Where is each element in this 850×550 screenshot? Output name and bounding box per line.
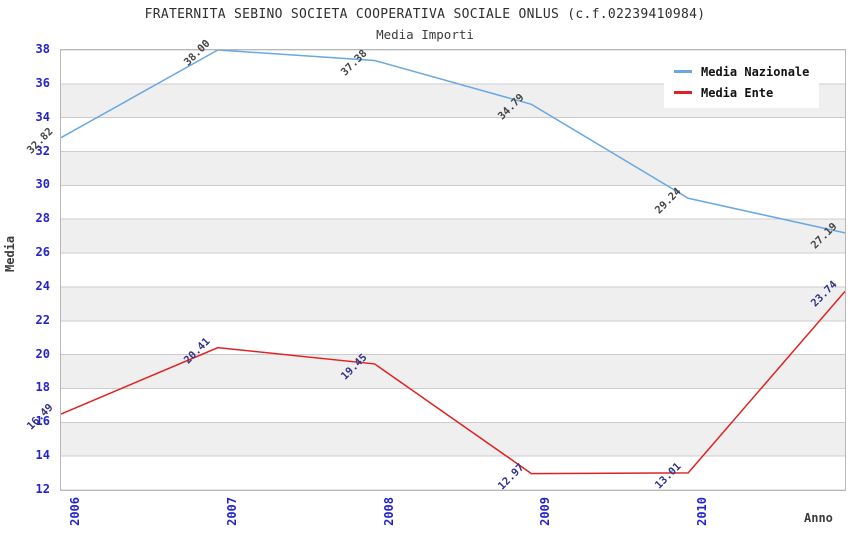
y-tick-label: 38 (35, 42, 50, 56)
y-tick-label: 32 (35, 143, 50, 158)
series-line-media-nazionale (61, 50, 845, 234)
plot-band (61, 456, 845, 490)
y-tick-label: 30 (35, 177, 50, 192)
y-tick-label: 28 (35, 211, 50, 226)
legend-item-label: Media Nazionale (701, 64, 810, 79)
series-line-media-ente (61, 290, 845, 475)
plot-band (61, 117, 845, 152)
legend-swatch-icon (674, 70, 692, 73)
y-axis-title: Media (3, 235, 17, 272)
plot-band (61, 219, 845, 254)
legend-item-media-nazionale: Media Nazionale (674, 61, 809, 82)
legend-item-label: Media Ente (701, 85, 774, 100)
x-tick-label: 2008 (381, 497, 396, 526)
x-tick-label: 2006 (68, 497, 82, 526)
chart-subtitle: Media Importi (376, 27, 474, 42)
x-tick-label: 2009 (538, 497, 553, 526)
plot-svg (61, 50, 845, 490)
y-tick-label: 24 (35, 278, 50, 293)
legend-swatch-icon (674, 91, 692, 94)
x-tick-label: 2007 (224, 497, 239, 526)
y-tick-label: 12 (35, 482, 50, 496)
y-tick-label: 36 (35, 75, 50, 90)
x-tick-label: 2010 (695, 497, 710, 526)
plot-band (61, 286, 845, 321)
y-tick-label: 26 (35, 245, 50, 260)
plot-band (61, 151, 845, 186)
legend-item-media-ente: Media Ente (674, 82, 809, 103)
plot-band (61, 253, 845, 287)
plot-band (61, 185, 845, 220)
chart-title: FRATERNITA SEBINO SOCIETA COOPERATIVA SO… (144, 7, 706, 22)
y-tick-label: 16 (35, 414, 50, 429)
plot-band (61, 422, 845, 457)
y-tick-label: 22 (35, 312, 50, 327)
y-tick-label: 18 (35, 380, 50, 395)
x-axis-title: Anno (804, 511, 833, 525)
legend: Media Nazionale Media Ente (664, 56, 820, 108)
plot-band (61, 320, 845, 355)
y-tick-label: 34 (35, 109, 50, 124)
y-tick-label: 14 (35, 448, 50, 463)
plot-area (60, 49, 846, 491)
plot-band (61, 354, 845, 389)
plot-band (61, 388, 845, 423)
y-tick-label: 20 (35, 346, 50, 361)
